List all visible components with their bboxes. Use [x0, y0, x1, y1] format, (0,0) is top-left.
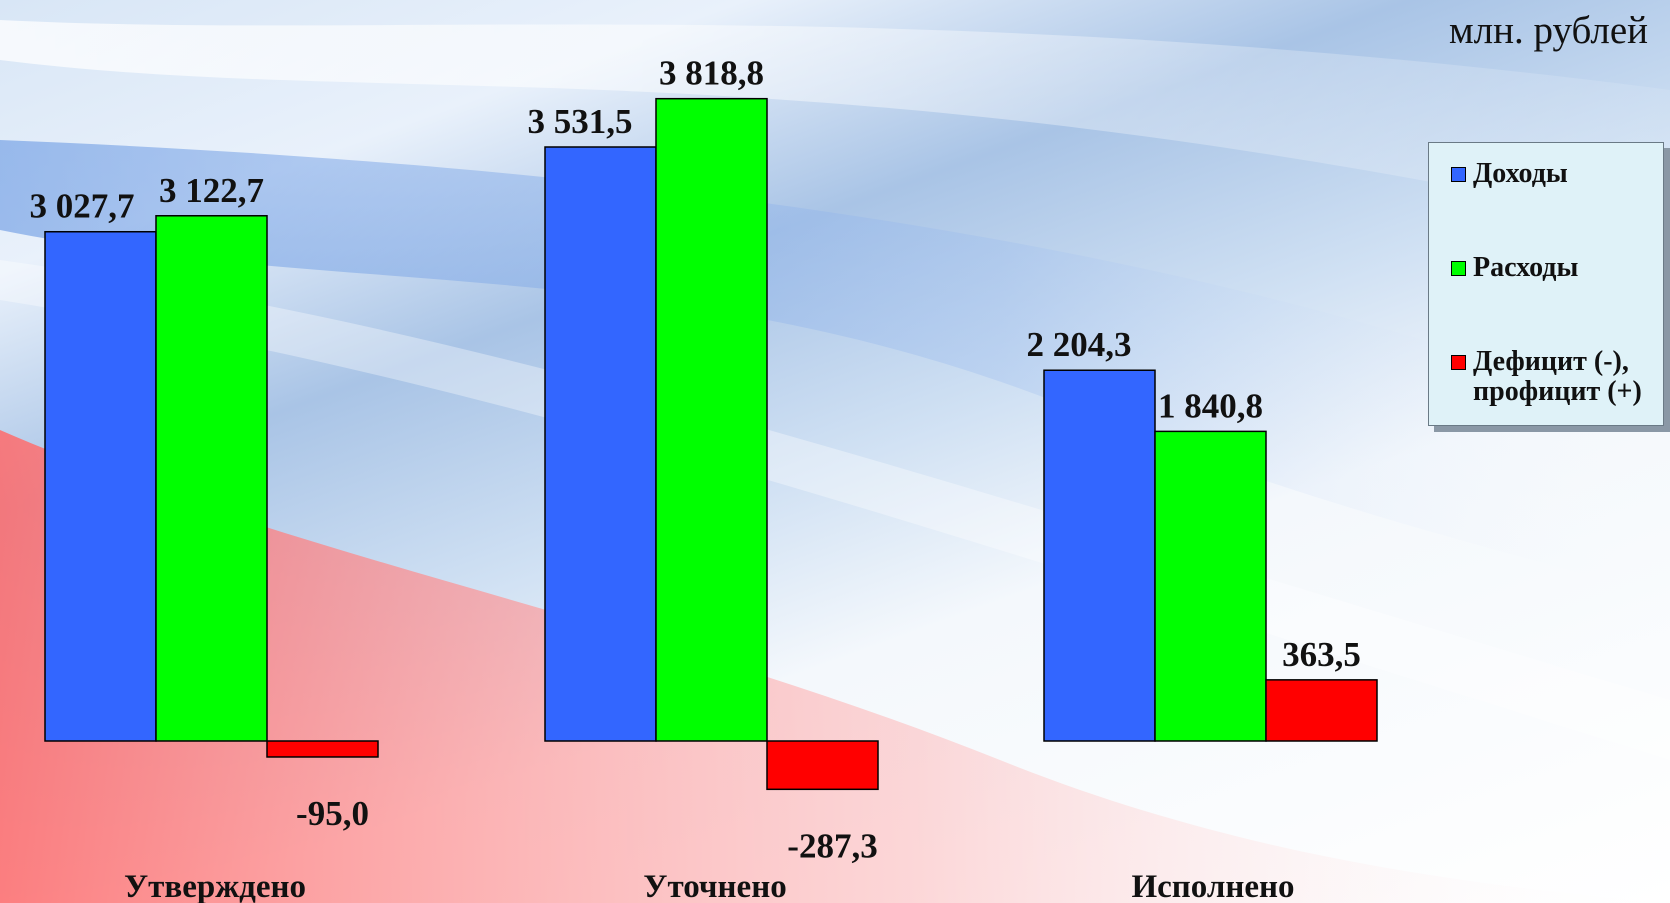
bar-expense-1 [655, 97, 768, 742]
legend-label-income: Доходы [1473, 158, 1568, 189]
data-label-balance-0: -95,0 [296, 794, 369, 833]
legend-item-income: Доходы [1451, 159, 1663, 189]
data-label-expense-2: 1 840,8 [1158, 386, 1263, 425]
bar-income-0 [44, 230, 157, 742]
legend-swatch-expense [1451, 261, 1466, 276]
data-label-income-2: 2 204,3 [1027, 325, 1132, 364]
data-label-balance-1: -287,3 [787, 826, 877, 865]
legend-label-expense: Расходы [1473, 252, 1579, 283]
data-label-balance-2: 363,5 [1282, 635, 1361, 674]
bar-balance-1 [766, 740, 879, 791]
data-label-income-1: 3 531,5 [528, 102, 633, 141]
bar-income-1 [544, 146, 657, 742]
bar-balance-2 [1265, 679, 1378, 742]
data-label-income-0: 3 027,7 [30, 187, 135, 226]
legend-label-balance: Дефицит (-), профицит (+) [1473, 346, 1642, 407]
legend-item-balance: Дефицит (-), профицит (+) [1451, 347, 1663, 407]
bar-expense-2 [1154, 430, 1267, 742]
legend: Доходы Расходы Дефицит (-), профицит (+) [1428, 142, 1664, 426]
unit-label: млн. рублей [1449, 9, 1648, 52]
bar-income-2 [1043, 369, 1156, 742]
legend-swatch-income [1451, 167, 1466, 182]
bar-expense-0 [155, 215, 268, 742]
data-label-expense-1: 3 818,8 [659, 54, 764, 93]
legend-item-expense: Расходы [1451, 253, 1663, 283]
category-label-1: Уточнено [643, 869, 786, 903]
data-label-expense-0: 3 122,7 [159, 171, 264, 210]
category-label-2: Исполнено [1131, 869, 1294, 903]
bar-balance-0 [266, 740, 379, 758]
category-label-0: Утверждено [124, 869, 306, 903]
legend-swatch-balance [1451, 355, 1466, 370]
